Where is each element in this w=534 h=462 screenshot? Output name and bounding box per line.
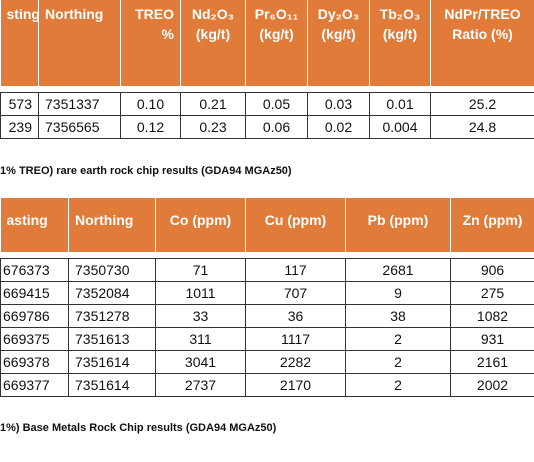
header-text: sting xyxy=(6,6,40,22)
cell: 707 xyxy=(245,281,346,305)
header-cell: Nd₂O₃ (kg/t) xyxy=(180,0,246,86)
cell: 117 xyxy=(245,258,346,282)
header-cell: Dy₂O₃ (kg/t) xyxy=(307,0,370,86)
cell: 0.10 xyxy=(120,92,181,116)
row: 669378 7351614 3041 2282 2 2161 xyxy=(0,350,534,374)
header-text: asting xyxy=(6,212,48,228)
header-text: Pb (ppm) xyxy=(367,212,429,228)
header-text: Pr₆O₁₁ xyxy=(254,6,299,22)
caption: 1% TREO) rare earth rock chip results (G… xyxy=(0,165,292,177)
cell: 573 xyxy=(0,92,39,116)
cell: 7351614 xyxy=(68,373,156,397)
cell: 2737 xyxy=(155,373,246,397)
cell: 7350730 xyxy=(68,258,156,282)
cell: 0.03 xyxy=(307,92,370,116)
header-text: (kg/t) xyxy=(259,26,294,42)
cell: 906 xyxy=(450,258,534,282)
cell: 669378 xyxy=(0,350,69,374)
cell: 9 xyxy=(345,281,451,305)
row: 669415 7352084 1011 707 9 275 xyxy=(0,281,534,305)
cell: 0.01 xyxy=(369,92,431,116)
cell: 1117 xyxy=(245,327,346,351)
header-text: % xyxy=(161,26,174,42)
cell: 7351613 xyxy=(68,327,156,351)
row: 239 7356565 0.12 0.23 0.06 0.02 0.004 24.8 xyxy=(0,115,534,139)
row: 669377 7351614 2737 2170 2 2002 xyxy=(0,373,534,397)
cell: 275 xyxy=(450,281,534,305)
header-cell: Zn (ppm) xyxy=(450,198,534,252)
header-text: TREO xyxy=(135,6,174,22)
cell: 7356565 xyxy=(38,115,121,139)
header-cell: Co (ppm) xyxy=(155,198,246,252)
cell: 7351337 xyxy=(38,92,121,116)
header-text: Northing xyxy=(45,6,104,22)
header-cell: asting xyxy=(0,198,69,252)
cell: 931 xyxy=(450,327,534,351)
cell: 1082 xyxy=(450,304,534,328)
cell: 7351278 xyxy=(68,304,156,328)
header-cell: Cu (ppm) xyxy=(245,198,346,252)
cell: 2282 xyxy=(245,350,346,374)
cell: 38 xyxy=(345,304,451,328)
header-cell: sting xyxy=(0,0,40,86)
row: 669375 7351613 311 1117 2 931 xyxy=(0,327,534,351)
cell: 669415 xyxy=(0,281,69,305)
header-text: Dy₂O₃ xyxy=(317,6,360,22)
header-cell: NdPr/TREO Ratio (%) xyxy=(430,0,534,86)
cell: 239 xyxy=(0,115,39,139)
cell: 669375 xyxy=(0,327,69,351)
header-cell: Pb (ppm) xyxy=(345,198,451,252)
caption: 1%) Base Metals Rock Chip results (GDA94… xyxy=(0,422,277,434)
header-text: Ratio (%) xyxy=(452,26,513,42)
header-text: (kg/t) xyxy=(321,26,356,42)
cell: 669377 xyxy=(0,373,69,397)
header-text: Nd₂O₃ xyxy=(191,6,235,22)
header-cell: Pr₆O₁₁ (kg/t) xyxy=(245,0,308,86)
cell: 36 xyxy=(245,304,346,328)
header-text: NdPr/TREO xyxy=(444,6,521,22)
header-cell: Northing xyxy=(38,0,121,86)
cell: 2 xyxy=(345,350,451,374)
cell: 0.06 xyxy=(245,115,308,139)
cell: 0.05 xyxy=(245,92,308,116)
cell: 24.8 xyxy=(430,115,534,139)
cell: 2 xyxy=(345,373,451,397)
cell: 311 xyxy=(155,327,246,351)
header-text: Co (ppm) xyxy=(169,212,232,228)
header-text: Zn (ppm) xyxy=(462,212,523,228)
header-cell: Northing xyxy=(68,198,156,252)
cell: 2170 xyxy=(245,373,346,397)
cell: 0.004 xyxy=(369,115,431,139)
cell: 2002 xyxy=(450,373,534,397)
cell: 7351614 xyxy=(68,350,156,374)
cell: 669786 xyxy=(0,304,69,328)
cell: 2 xyxy=(345,327,451,351)
cell: 3041 xyxy=(155,350,246,374)
cell: 2161 xyxy=(450,350,534,374)
header-text: (kg/t) xyxy=(382,26,418,42)
cell: 0.12 xyxy=(120,115,181,139)
row: 573 7351337 0.10 0.21 0.05 0.03 0.01 25.2 xyxy=(0,92,534,116)
header-text: Northing xyxy=(75,212,134,228)
cell: 676373 xyxy=(0,258,69,282)
base-metals-table: asting Northing Co (ppm) Cu (ppm) Pb (ppm) Zn… xyxy=(0,198,534,397)
cell: 33 xyxy=(155,304,246,328)
row: 669786 7351278 33 36 38 1082 xyxy=(0,304,534,328)
header-text: Tb₂O₃ xyxy=(379,6,421,22)
rare-earth-table: sting Northing TREO% Nd₂O₃ (kg/t) Pr₆O₁₁ (kg/t… xyxy=(0,0,534,139)
cell: 1011 xyxy=(155,281,246,305)
cell: 0.21 xyxy=(180,92,246,116)
cell: 71 xyxy=(155,258,246,282)
cell: 2681 xyxy=(345,258,451,282)
header-cell: TREO% xyxy=(120,0,181,86)
row: 676373 7350730 71 117 2681 906 xyxy=(0,258,534,282)
header-text: (kg/t) xyxy=(195,26,231,42)
header-text: Cu (ppm) xyxy=(264,212,327,228)
cell: 7352084 xyxy=(68,281,156,305)
cell: 0.23 xyxy=(180,115,246,139)
cell: 0.02 xyxy=(307,115,370,139)
cell: 25.2 xyxy=(430,92,534,116)
header-cell: Tb₂O₃ (kg/t) xyxy=(369,0,431,86)
